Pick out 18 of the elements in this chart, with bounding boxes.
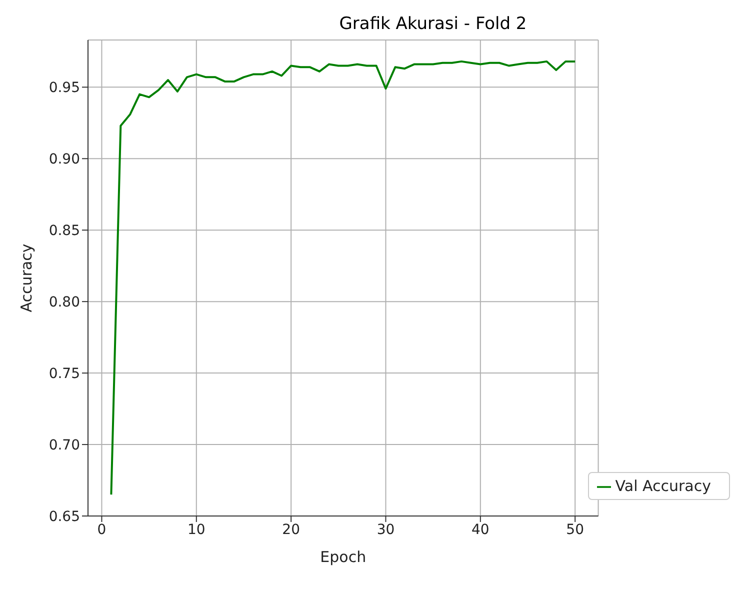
line-series	[110, 60, 576, 496]
x-tick-label: 40	[472, 522, 490, 538]
x-axis-title: Epoch	[320, 548, 366, 566]
y-tick-label: 0.65	[48, 508, 80, 525]
y-tick-label: 0.80	[48, 294, 80, 311]
y-tick-label: 0.70	[48, 438, 80, 454]
y-tick-label: 0.90	[48, 152, 80, 168]
x-tick-label: 10	[187, 522, 206, 538]
x-tick-label: 30	[376, 522, 395, 538]
y-tick-label: 0.75	[48, 366, 80, 382]
x-tick-label: 20	[282, 522, 300, 538]
x-tick-label: 0	[97, 522, 106, 538]
y-tick-label: 0.85	[48, 223, 80, 240]
y-axis-title: Accuracy	[17, 244, 36, 312]
legend-label: Val Accuracy	[615, 477, 711, 495]
chart-title: Grafik Akurasi - Fold 2	[338, 14, 528, 34]
x-tick-label: 50	[566, 522, 584, 538]
y-tick-label: 0.95	[48, 80, 80, 96]
